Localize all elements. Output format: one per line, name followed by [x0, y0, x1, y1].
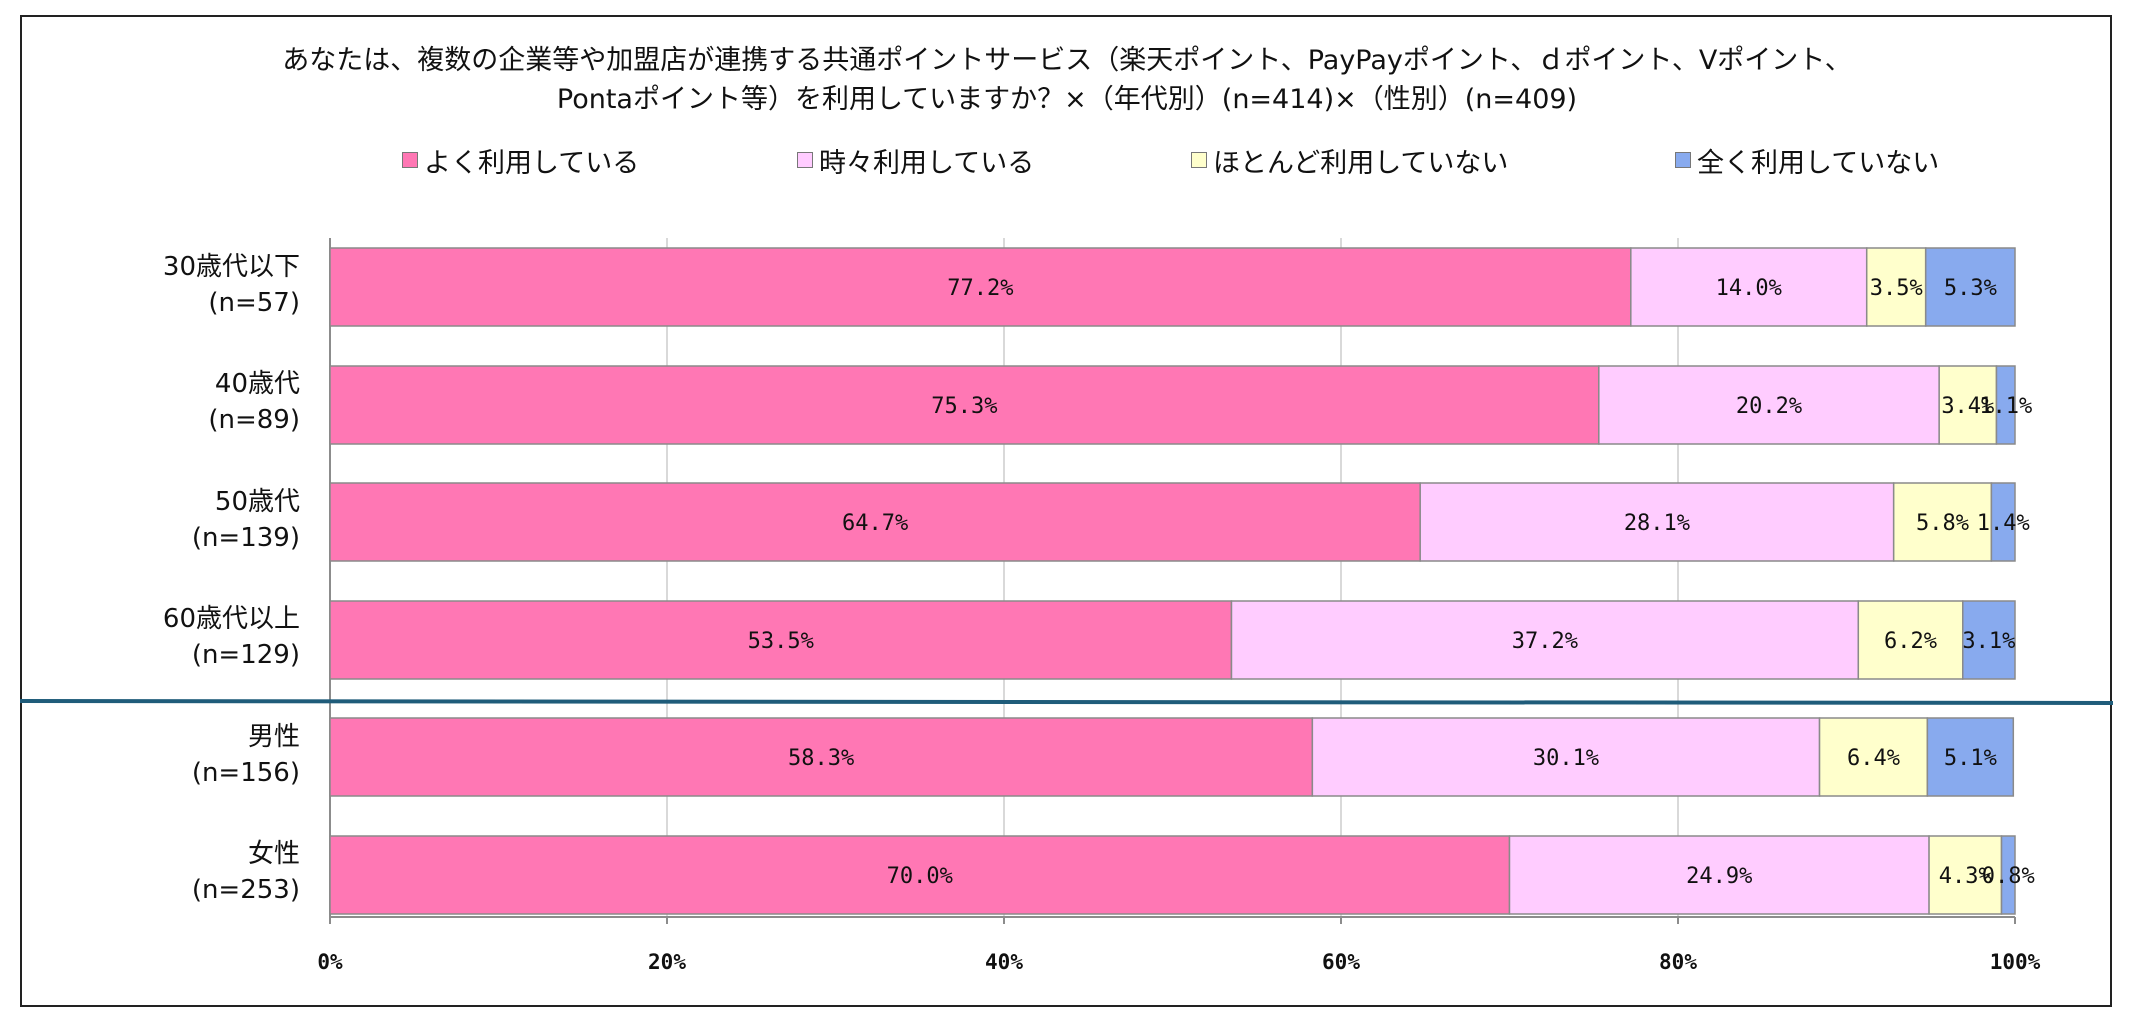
- category-label-male: 男性 (n=156): [80, 719, 300, 791]
- category-n: (n=89): [208, 405, 300, 435]
- bar-segment-rarely: [1818, 717, 1929, 797]
- bar-segment-rarely: [1892, 482, 1993, 562]
- category-name: 50歳代: [214, 487, 300, 517]
- bar-segment-sometimes: [1630, 247, 1868, 327]
- data-label: 1.1%: [1979, 394, 2032, 419]
- data-label: 28.1%: [1624, 511, 1690, 536]
- legend-label-sometimes: 時々利用している: [819, 147, 1035, 179]
- chart-title-line-1: あなたは、複数の企業等や加盟店が連携する共通ポイントサービス（楽天ポイント、Pa…: [282, 45, 1852, 76]
- x-tick-label: 40%: [985, 950, 1023, 974]
- legend-label-never: 全く利用していない: [1697, 147, 1940, 179]
- category-label-60s: 60歳代以上 (n=129): [80, 601, 300, 673]
- legend-swatch-sometimes: [797, 152, 813, 168]
- bar-segment-often: [329, 717, 1314, 797]
- legend-item-sometimes: 時々利用している: [797, 140, 1034, 180]
- category-n: (n=57): [208, 288, 300, 318]
- bar-segment-often: [329, 482, 1421, 562]
- bar-segment-never: [1962, 600, 2016, 680]
- category-label-40s: 40歳代 (n=89): [80, 366, 300, 438]
- bar-segment-never: [1990, 482, 2016, 562]
- data-label: 53.5%: [748, 629, 814, 654]
- data-label: 77.2%: [947, 276, 1013, 301]
- bar-segment-often: [329, 600, 1233, 680]
- bar-segment-never: [2000, 835, 2016, 915]
- bar-segment-sometimes: [1230, 600, 1860, 680]
- category-n: (n=253): [191, 875, 300, 905]
- data-label: 6.4%: [1847, 746, 1900, 771]
- legend-label-rarely: ほとんど利用していない: [1213, 147, 1509, 179]
- category-name: 30歳代以下: [162, 252, 300, 282]
- data-label: 14.0%: [1716, 276, 1782, 301]
- chart-title-line-2: Pontaポイント等）を利用していますか？×（年代別）(n=414)×（性別）(…: [556, 84, 1578, 115]
- bar-segment-often: [329, 835, 1511, 915]
- legend-swatch-often: [402, 152, 418, 168]
- bar-segment-never: [1995, 365, 2016, 445]
- category-label-female: 女性 (n=253): [80, 836, 300, 908]
- category-n: (n=139): [191, 523, 300, 553]
- category-n: (n=129): [191, 640, 300, 670]
- legend: よく利用している 時々利用している ほとんど利用していない 全く利用していない: [0, 140, 2134, 180]
- data-label: 3.1%: [1962, 629, 2015, 654]
- data-label: 70.0%: [887, 864, 953, 889]
- bar-segment-rarely: [1928, 835, 2003, 915]
- legend-item-rarely: ほとんど利用していない: [1191, 140, 1508, 180]
- legend-swatch-never: [1675, 152, 1691, 168]
- bar-segment-sometimes: [1311, 717, 1821, 797]
- bar-segment-sometimes: [1598, 365, 1940, 445]
- bar-segment-rarely: [1857, 600, 1964, 680]
- data-label: 30.1%: [1533, 746, 1599, 771]
- category-name: 男性: [247, 722, 300, 752]
- data-label: 37.2%: [1512, 629, 1578, 654]
- category-label-30s: 30歳代以下 (n=57): [80, 249, 300, 321]
- bar-segment-rarely: [1865, 247, 1927, 327]
- x-tick-label: 20%: [648, 950, 686, 974]
- bar-segment-sometimes: [1508, 835, 1930, 915]
- data-label: 4.3%: [1939, 864, 1992, 889]
- x-tick-label: 80%: [1659, 950, 1697, 974]
- data-label: 0.8%: [1982, 864, 2035, 889]
- data-label: 58.3%: [788, 746, 854, 771]
- data-label: 24.9%: [1686, 864, 1752, 889]
- category-label-50s: 50歳代 (n=139): [80, 484, 300, 556]
- bar-segment-sometimes: [1419, 482, 1895, 562]
- legend-item-often: よく利用している: [402, 140, 639, 180]
- legend-swatch-rarely: [1191, 152, 1207, 168]
- data-label: 1.4%: [1977, 511, 2030, 536]
- category-name: 女性: [247, 839, 300, 869]
- data-label: 5.1%: [1944, 746, 1997, 771]
- bar-segment-never: [1924, 247, 2016, 327]
- data-label: 5.3%: [1944, 276, 1997, 301]
- data-label: 5.8%: [1916, 511, 1969, 536]
- x-tick-label: 100%: [1990, 950, 2041, 974]
- category-n: (n=156): [191, 758, 300, 788]
- legend-item-never: 全く利用していない: [1675, 140, 1939, 180]
- data-label: 3.5%: [1870, 276, 1923, 301]
- category-name: 60歳代以上: [162, 604, 300, 634]
- legend-label-often: よく利用している: [424, 147, 640, 179]
- x-tick-label: 0%: [317, 950, 343, 974]
- data-label: 6.2%: [1884, 629, 1937, 654]
- data-label: 3.4%: [1941, 394, 1994, 419]
- data-label: 75.3%: [931, 394, 997, 419]
- data-label: 64.7%: [842, 511, 908, 536]
- category-name: 40歳代: [214, 369, 300, 399]
- x-tick-label: 60%: [1322, 950, 1360, 974]
- group-divider: [19, 699, 2114, 705]
- bar-segment-often: [329, 247, 1632, 327]
- bar-segment-never: [1926, 717, 2015, 797]
- data-label: 20.2%: [1736, 394, 1802, 419]
